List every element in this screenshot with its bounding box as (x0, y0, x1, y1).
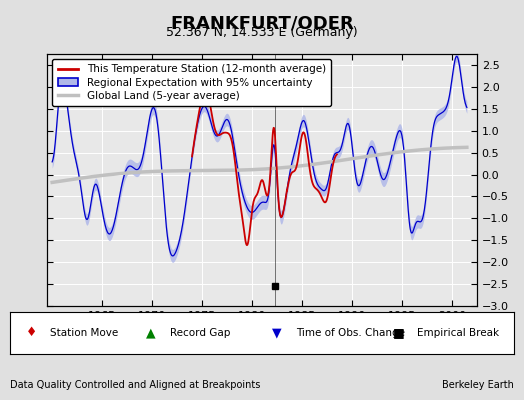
Text: ▲: ▲ (146, 326, 156, 340)
Text: ■: ■ (393, 326, 405, 340)
Text: Empirical Break: Empirical Break (417, 328, 499, 338)
Text: Berkeley Earth: Berkeley Earth (442, 380, 514, 390)
Text: Data Quality Controlled and Aligned at Breakpoints: Data Quality Controlled and Aligned at B… (10, 380, 261, 390)
Text: ♦: ♦ (26, 326, 37, 340)
Legend: This Temperature Station (12-month average), Regional Expectation with 95% uncer: This Temperature Station (12-month avera… (52, 59, 331, 106)
Text: FRANKFURT/ODER: FRANKFURT/ODER (170, 14, 354, 32)
Text: Station Move: Station Move (50, 328, 118, 338)
Text: 52.367 N, 14.533 E (Germany): 52.367 N, 14.533 E (Germany) (166, 26, 358, 39)
Text: Time of Obs. Change: Time of Obs. Change (296, 328, 405, 338)
Text: ▼: ▼ (272, 326, 282, 340)
Text: Record Gap: Record Gap (170, 328, 231, 338)
